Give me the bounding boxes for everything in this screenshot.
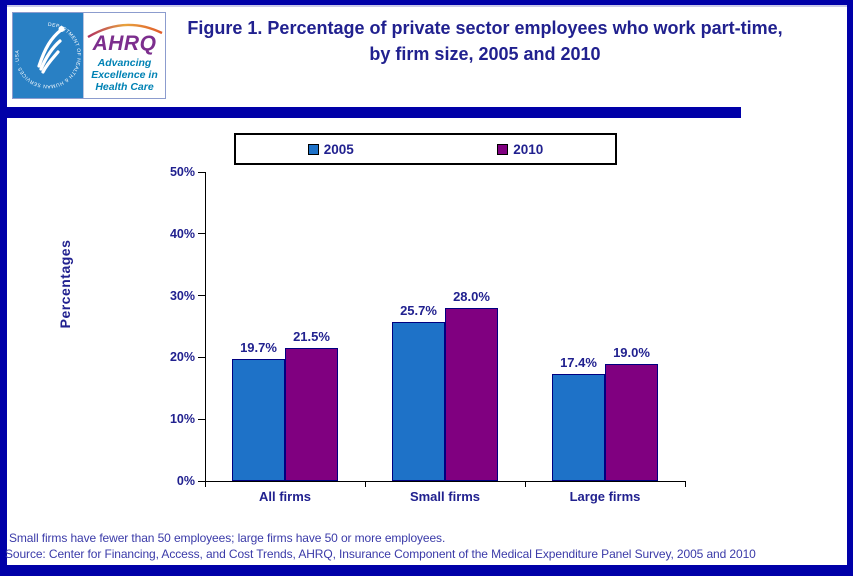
y-tick-mark bbox=[198, 418, 205, 420]
bar-2005-small-firms bbox=[392, 322, 445, 481]
y-tick-label: 20% bbox=[169, 350, 195, 365]
bar-2010-all-firms bbox=[285, 348, 338, 481]
ahrq-tagline-line-2: Excellence in bbox=[91, 69, 158, 81]
footnote-definition: Small firms have fewer than 50 employees… bbox=[9, 531, 446, 545]
frame-border-bottom bbox=[0, 565, 853, 576]
ahrq-acronym: AHRQ bbox=[92, 32, 157, 55]
y-tick-mark bbox=[198, 295, 205, 297]
footnote-source: Source: Center for Financing, Access, an… bbox=[5, 547, 756, 561]
hhs-eagle-icon bbox=[37, 28, 63, 74]
x-axis-line bbox=[205, 481, 686, 482]
x-tick-mark bbox=[205, 481, 206, 487]
bar-value-label-2005-all-firms: 19.7% bbox=[240, 340, 277, 356]
bar-value-label-2005-large-firms: 17.4% bbox=[560, 354, 597, 370]
y-tick-label: 50% bbox=[169, 165, 195, 179]
legend-swatch-2005-icon bbox=[307, 143, 319, 155]
ahrq-tagline-line-3: Health Care bbox=[95, 81, 154, 93]
frame-border-top bbox=[0, 0, 853, 5]
legend-label-2005: 2005 bbox=[323, 141, 354, 157]
bar-2010-small-firms bbox=[445, 308, 498, 481]
hhs-seal-graphic: DEPARTMENT OF HEALTH & HUMAN SERVICES · … bbox=[13, 13, 83, 98]
frame-border-right bbox=[847, 0, 853, 576]
y-tick-mark bbox=[198, 171, 205, 173]
y-tick-mark bbox=[198, 480, 205, 482]
y-tick-label: 30% bbox=[169, 288, 195, 303]
bar-value-label-2005-small-firms: 25.7% bbox=[400, 303, 437, 319]
y-tick-label: 10% bbox=[169, 412, 195, 427]
legend-swatch-2010-icon bbox=[497, 143, 509, 155]
y-tick-mark bbox=[198, 356, 205, 358]
legend-item-2010: 2010 bbox=[497, 142, 543, 157]
bar-2005-all-firms bbox=[232, 359, 285, 481]
ahrq-wordmark: AHRQ Advancing Excellence in Health Care bbox=[83, 13, 165, 98]
header-divider-bar bbox=[0, 107, 741, 118]
x-tick-mark bbox=[685, 481, 686, 487]
y-tick-mark bbox=[198, 233, 205, 235]
bar-value-label-2010-all-firms: 21.5% bbox=[293, 329, 330, 345]
chart-legend: 2005 2010 bbox=[234, 133, 617, 165]
x-tick-mark bbox=[525, 481, 526, 487]
ahrq-tagline-line-1: Advancing bbox=[97, 57, 152, 69]
hhs-seal: DEPARTMENT OF HEALTH & HUMAN SERVICES · … bbox=[13, 13, 83, 98]
category-label-large-firms: Large firms bbox=[569, 489, 641, 504]
ahrq-tagline: Advancing Excellence in Health Care bbox=[84, 57, 165, 93]
category-label-all-firms: All firms bbox=[258, 489, 311, 504]
category-label-small-firms: Small firms bbox=[409, 489, 481, 504]
y-tick-label: 0% bbox=[176, 474, 195, 488]
bar-value-label-2010-large-firms: 19.0% bbox=[613, 344, 650, 360]
y-axis-line bbox=[205, 172, 206, 482]
y-axis-title: Percentages bbox=[57, 239, 73, 329]
x-tick-mark bbox=[365, 481, 366, 487]
y-tick-label: 40% bbox=[169, 226, 195, 241]
frame-border-left bbox=[0, 0, 7, 576]
ahrq-hhs-logo: DEPARTMENT OF HEALTH & HUMAN SERVICES · … bbox=[12, 12, 166, 99]
ahrq-arc-icon bbox=[86, 23, 163, 39]
frame-border-top-highlight bbox=[0, 5, 853, 7]
legend-label-2010: 2010 bbox=[513, 141, 544, 157]
figure-title: Figure 1. Percentage of private sector e… bbox=[187, 18, 783, 64]
bar-2005-large-firms bbox=[552, 373, 605, 481]
bar-value-label-2010-small-firms: 28.0% bbox=[453, 289, 490, 304]
bar-2010-large-firms bbox=[605, 363, 658, 481]
legend-item-2005: 2005 bbox=[307, 141, 354, 157]
hhs-eagle-head bbox=[58, 26, 65, 32]
